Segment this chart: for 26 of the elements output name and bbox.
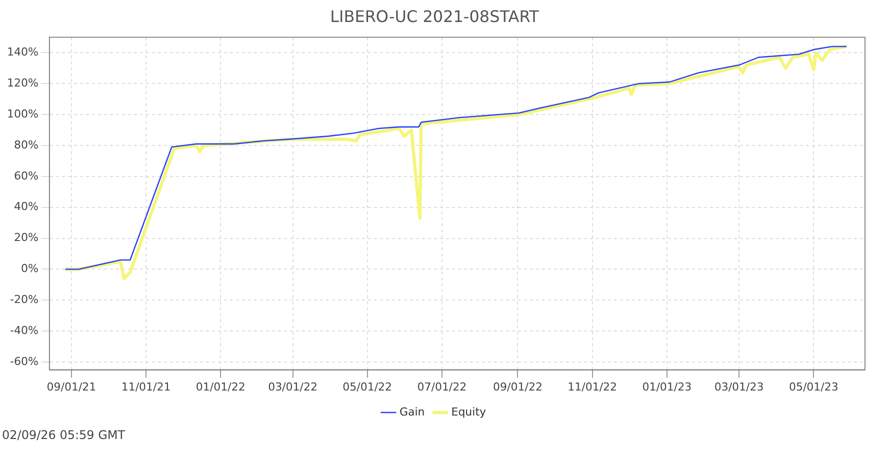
y-tick-label: 60%	[14, 169, 38, 182]
text: 02/09/26 05:59 GMT	[2, 428, 126, 442]
x-tick-label: 09/01/22	[493, 380, 542, 394]
x-tick-label: 11/01/21	[121, 380, 171, 394]
y-tick-label: 0%	[20, 262, 38, 276]
x-tick-label: 01/01/23	[642, 380, 692, 394]
legend-label: Gain	[399, 405, 425, 418]
x-tick-label: 01/01/22	[196, 380, 246, 394]
x-tick-label: 09/01/21	[46, 380, 96, 394]
chart-title: LIBERO-UC 2021-08START	[330, 6, 540, 26]
x-tick-label: 03/01/22	[268, 380, 318, 394]
x-tick-label: 03/01/23	[714, 380, 764, 394]
y-tick-label: 80%	[14, 138, 38, 152]
x-tick-label: 05/01/22	[342, 380, 392, 394]
x-tick-label: 07/01/22	[417, 380, 467, 394]
x-tick-label: 11/01/22	[568, 380, 618, 394]
y-tick-label: 120%	[6, 76, 38, 90]
legend-label: Equity	[451, 405, 487, 418]
y-tick-label: -20%	[10, 293, 38, 306]
y-tick-label: -40%	[10, 324, 38, 337]
y-tick-label: 40%	[14, 200, 38, 214]
y-tick-label: 20%	[14, 231, 38, 244]
y-tick-label: 100%	[6, 107, 38, 120]
x-tick-label: 05/01/23	[788, 380, 838, 394]
y-tick-label: -60%	[10, 354, 38, 368]
y-tick-label: 140%	[6, 46, 38, 59]
